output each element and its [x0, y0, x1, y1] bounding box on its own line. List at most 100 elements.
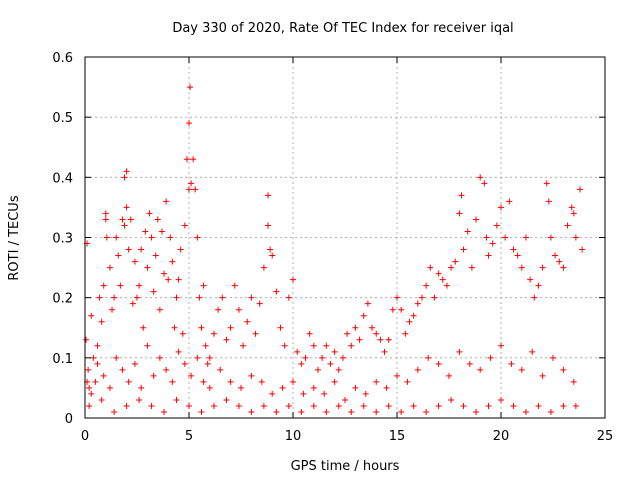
- data-point: [244, 318, 251, 325]
- y-tick-label: 0: [65, 412, 73, 427]
- data-point: [248, 294, 255, 301]
- data-point: [134, 294, 140, 301]
- data-point: [85, 366, 92, 373]
- data-point: [481, 180, 488, 187]
- data-point: [414, 366, 421, 373]
- data-point: [321, 390, 328, 397]
- data-point: [423, 408, 430, 415]
- data-point: [260, 402, 267, 409]
- data-point: [527, 276, 534, 283]
- data-point: [129, 300, 136, 307]
- data-points: [83, 84, 586, 415]
- data-point: [331, 378, 338, 385]
- data-point: [215, 306, 222, 313]
- data-point: [138, 384, 145, 391]
- data-point: [154, 216, 161, 223]
- data-point: [158, 228, 165, 235]
- data-point: [90, 354, 97, 361]
- data-point: [198, 324, 205, 331]
- data-point: [175, 276, 182, 283]
- data-point: [560, 366, 567, 373]
- x-axis-label: GPS time / hours: [291, 459, 400, 474]
- data-point: [290, 378, 296, 385]
- data-point: [300, 390, 307, 397]
- data-point: [545, 198, 552, 205]
- data-point: [294, 348, 301, 355]
- data-point: [277, 324, 284, 331]
- data-point: [223, 396, 230, 403]
- data-point: [183, 156, 190, 163]
- data-point: [510, 246, 517, 253]
- data-point: [539, 372, 546, 379]
- data-point: [498, 342, 504, 349]
- data-point: [431, 294, 438, 301]
- data-point: [348, 408, 355, 415]
- data-point: [323, 408, 330, 415]
- data-point: [489, 240, 496, 247]
- data-point: [529, 348, 536, 355]
- data-point: [163, 198, 170, 205]
- data-point: [181, 222, 188, 229]
- data-point: [177, 246, 184, 253]
- data-point: [310, 402, 317, 409]
- data-point: [377, 336, 384, 343]
- data-point: [539, 264, 546, 271]
- data-point: [344, 330, 351, 337]
- data-point: [572, 234, 579, 241]
- x-tick-label: 25: [597, 429, 614, 444]
- data-point: [256, 300, 263, 307]
- data-point: [535, 402, 542, 409]
- data-point: [394, 294, 400, 301]
- data-point: [319, 354, 326, 361]
- data-point: [144, 342, 151, 349]
- data-point: [435, 402, 442, 409]
- data-point: [167, 234, 174, 241]
- data-point: [568, 204, 575, 211]
- data-point: [425, 354, 432, 361]
- data-point: [196, 294, 203, 301]
- data-point: [352, 324, 359, 331]
- data-point: [369, 324, 376, 331]
- y-tick-label: 0.2: [52, 292, 73, 307]
- data-point: [498, 204, 504, 211]
- x-tick-label: 0: [81, 429, 89, 444]
- data-point: [131, 360, 138, 367]
- data-point: [373, 378, 380, 385]
- data-point: [410, 312, 417, 319]
- data-point: [522, 408, 529, 415]
- data-point: [121, 174, 128, 181]
- data-point: [327, 360, 334, 367]
- data-point: [179, 330, 186, 337]
- chart-title: Day 330 of 2020, Rate Of TEC Index for r…: [172, 21, 513, 36]
- data-point: [106, 384, 113, 391]
- data-point: [103, 234, 110, 241]
- data-point: [136, 282, 143, 289]
- data-point: [88, 390, 95, 397]
- data-point: [148, 402, 155, 409]
- data-point: [267, 246, 274, 253]
- data-point: [150, 288, 157, 295]
- data-point: [96, 294, 103, 301]
- data-point: [427, 264, 434, 271]
- data-point: [508, 360, 515, 367]
- x-tick-label: 15: [389, 429, 406, 444]
- data-point: [269, 390, 276, 397]
- data-point: [238, 384, 244, 391]
- data-point: [88, 312, 95, 319]
- data-point: [477, 366, 484, 373]
- data-point: [485, 402, 492, 409]
- data-point: [306, 330, 313, 337]
- data-point: [200, 282, 207, 289]
- data-point: [547, 234, 554, 241]
- data-point: [169, 378, 176, 385]
- data-point: [552, 252, 559, 259]
- data-point: [200, 378, 207, 385]
- data-point: [383, 384, 390, 391]
- data-point: [188, 180, 195, 187]
- data-point: [113, 234, 120, 241]
- data-point: [144, 264, 151, 271]
- data-point: [398, 408, 405, 415]
- data-point: [125, 378, 132, 385]
- data-point: [298, 360, 305, 367]
- data-point: [102, 216, 109, 223]
